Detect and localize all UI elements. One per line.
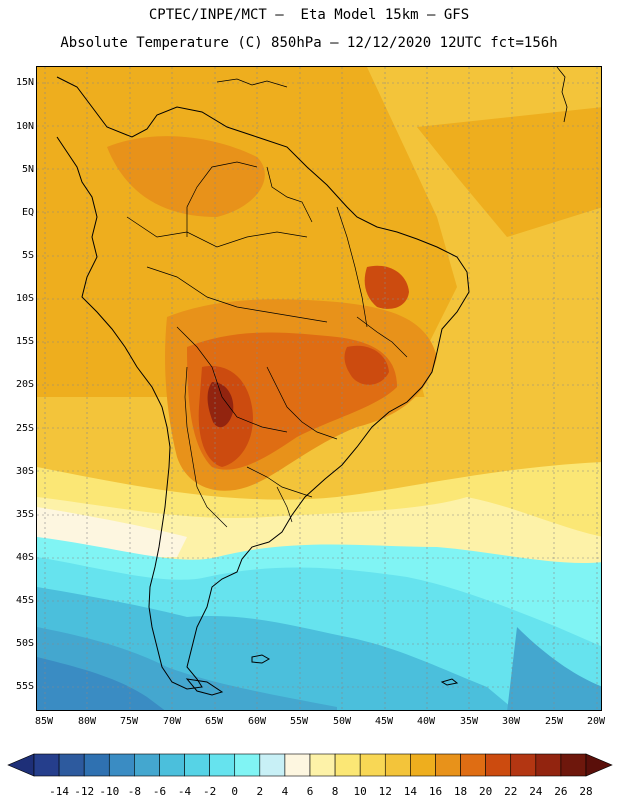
colorbar-tick-label: -10	[99, 785, 120, 798]
lon-label: 35W	[459, 716, 479, 727]
colorbar-tick-label: 12	[378, 785, 392, 798]
lon-label: 70W	[162, 716, 182, 727]
colorbar-tick-label: 24	[529, 785, 543, 798]
colorbar-swatch	[410, 753, 436, 777]
lat-label: 55S	[15, 681, 34, 692]
colorbar-swatch	[560, 753, 587, 777]
lat-label: 5S	[21, 250, 34, 261]
colorbar-swatch	[108, 753, 135, 777]
lat-label: 15N	[15, 77, 34, 88]
colorbar-tick-label: 28	[579, 785, 593, 798]
colorbar-swatch	[309, 753, 336, 777]
lon-label: 60W	[247, 716, 267, 727]
colorbar-swatch	[209, 753, 236, 777]
colorbar-tick-label: 26	[554, 785, 568, 798]
colorbar-tick-label: 10	[353, 785, 367, 798]
colorbar-tick-label: 14	[403, 785, 417, 798]
colorbar-tick-label: -12	[74, 785, 95, 798]
lon-label: 45W	[374, 716, 394, 727]
colorbar-swatch	[510, 753, 537, 777]
colorbar-tick-label: 8	[331, 785, 339, 798]
temperature-map	[36, 66, 602, 711]
colorbar-swatch	[384, 753, 411, 777]
caribbean-islands	[216, 78, 288, 88]
coastline-south-america	[56, 76, 470, 690]
lat-label: 35S	[15, 509, 34, 520]
field-north-warm	[107, 136, 265, 217]
temperature-colorbar	[0, 748, 618, 800]
lat-label: 10N	[15, 121, 34, 132]
colorbar-swatch	[334, 753, 361, 777]
field-cold-deepest	[37, 657, 165, 710]
field-hot-northeast	[364, 265, 409, 309]
lon-label: 25W	[544, 716, 564, 727]
colorbar-swatch	[33, 753, 60, 777]
colorbar-tick-label: -8	[127, 785, 141, 798]
lon-label: 80W	[77, 716, 97, 727]
colorbar-swatch	[284, 753, 311, 777]
chart-title-line2: Absolute Temperature (C) 850hPa – 12/12/…	[60, 35, 558, 51]
colorbar-tick-label: 20	[479, 785, 493, 798]
colorbar-tick-label: 18	[453, 785, 468, 798]
colorbar-swatch	[485, 753, 512, 777]
colorbar-tick-label: -4	[177, 785, 192, 798]
lat-label: 40S	[15, 552, 34, 563]
lat-label: EQ	[21, 207, 34, 218]
colorbar-under-arrow	[7, 753, 35, 777]
lat-label: 30S	[15, 466, 34, 477]
colorbar-tick-label: -14	[49, 785, 70, 798]
colorbar-tick-label: 0	[231, 785, 239, 798]
colorbar-tick-label: 16	[428, 785, 443, 798]
colorbar-swatch	[134, 753, 160, 777]
lon-label: 65W	[204, 716, 224, 727]
lon-label: 30W	[501, 716, 521, 727]
lat-label: 45S	[15, 595, 34, 606]
colorbar-tick-label: 6	[306, 785, 314, 798]
colorbar-swatch	[460, 753, 486, 777]
colorbar-tick-label: 2	[256, 785, 264, 798]
lat-label: 5N	[21, 164, 34, 175]
lat-label: 15S	[15, 336, 34, 347]
lat-label: 20S	[15, 379, 34, 390]
lon-label: 75W	[119, 716, 139, 727]
lat-label: 25S	[15, 423, 34, 434]
colorbar-over-arrow	[585, 753, 613, 777]
colorbar-swatch	[234, 753, 261, 777]
field-atlantic-band	[417, 107, 601, 237]
lat-label: 10S	[15, 293, 34, 304]
colorbar-swatch	[159, 753, 185, 777]
colorbar-tick-label: 22	[504, 785, 518, 798]
lon-label: 20W	[586, 716, 606, 727]
lon-label: 85W	[34, 716, 54, 727]
colorbar-swatch	[435, 753, 461, 777]
colorbar-swatch	[83, 753, 110, 777]
field-hot-east	[344, 345, 389, 385]
colorbar-swatch	[359, 753, 386, 777]
lon-label: 40W	[416, 716, 436, 727]
colorbar-swatch	[535, 753, 562, 777]
chart-title-line1: CPTEC/INPE/MCT – Eta Model 15km – GFS	[148, 7, 470, 23]
lon-label: 50W	[332, 716, 352, 727]
colorbar-swatch	[184, 753, 210, 777]
colorbar-tick-label: 4	[281, 785, 289, 798]
colorbar-swatch	[259, 753, 286, 777]
field-hot-core	[207, 382, 234, 428]
country-borders	[126, 161, 408, 528]
lat-label: 50S	[15, 638, 34, 649]
colorbar-swatch	[58, 753, 85, 777]
tierra-del-fuego	[185, 678, 224, 696]
lon-label: 55W	[289, 716, 309, 727]
south-georgia-island	[440, 678, 459, 686]
caribbean-arc	[556, 67, 568, 123]
falkland-islands	[251, 654, 271, 664]
colorbar-tick-label: -6	[152, 785, 167, 798]
graticule	[37, 67, 601, 710]
colorbar-tick-label: -2	[203, 785, 217, 798]
